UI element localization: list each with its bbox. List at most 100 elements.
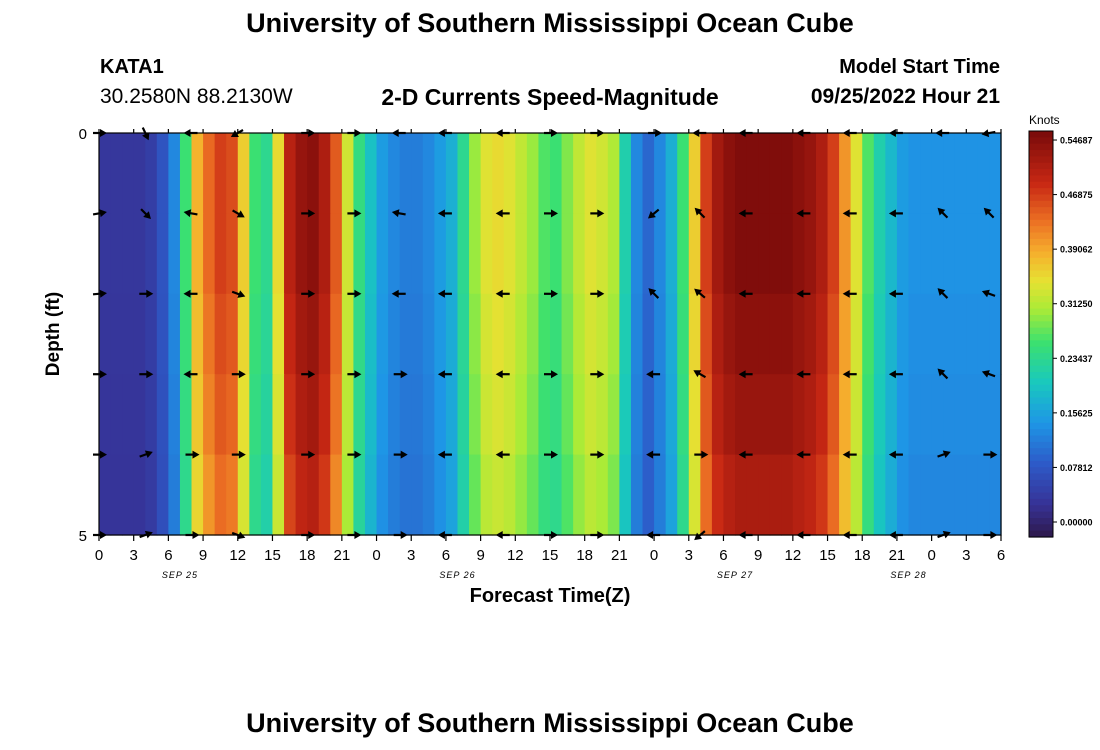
heatmap-cell xyxy=(769,213,782,295)
heatmap-cell xyxy=(422,213,435,295)
heatmap-cell xyxy=(411,454,424,536)
heatmap-cell xyxy=(237,454,250,536)
heatmap-cell xyxy=(792,133,806,214)
heatmap-cell xyxy=(873,213,886,295)
heatmap-cell xyxy=(885,293,898,375)
heatmap-cell xyxy=(850,293,863,375)
heatmap-cell xyxy=(191,374,204,456)
heatmap-cell xyxy=(607,293,620,375)
current-arrow xyxy=(937,207,949,219)
heatmap-cell xyxy=(735,293,748,375)
current-arrow xyxy=(93,370,107,379)
current-arrow xyxy=(648,288,660,299)
heatmap-cell xyxy=(469,454,482,536)
current-arrow xyxy=(981,289,996,298)
current-arrow xyxy=(981,370,996,378)
heatmap-cell xyxy=(445,374,459,456)
heatmap-cell xyxy=(145,374,158,456)
current-arrow xyxy=(141,127,150,141)
heatmap-cell xyxy=(966,374,979,456)
heatmap-cell xyxy=(260,293,274,375)
heatmap-cell xyxy=(931,133,944,214)
heatmap-cell xyxy=(538,213,551,295)
current-arrow xyxy=(391,209,406,218)
x-tick-label: 6 xyxy=(164,547,172,564)
heatmap-cell xyxy=(145,454,158,536)
x-tick-label: 0 xyxy=(927,547,935,564)
heatmap-cell xyxy=(908,133,921,214)
heatmap-cell xyxy=(943,293,956,375)
current-arrow xyxy=(796,289,811,298)
current-arrow xyxy=(796,450,811,459)
heatmap-cell xyxy=(122,293,135,375)
current-arrow xyxy=(646,370,661,379)
heatmap-cell xyxy=(896,133,910,214)
heatmap-cell xyxy=(931,454,944,536)
heatmap-cell xyxy=(191,213,204,295)
heatmap-cell xyxy=(619,133,632,214)
heatmap-cell xyxy=(989,133,1002,214)
current-arrow xyxy=(694,450,709,459)
heatmap-cell xyxy=(307,293,320,375)
heatmap-cell xyxy=(596,454,609,536)
heatmap-cell xyxy=(839,133,852,214)
heatmap-cell xyxy=(573,454,586,536)
heatmap-cell xyxy=(503,374,516,456)
x-tick-label: 6 xyxy=(442,547,450,564)
heatmap-cell xyxy=(908,454,921,536)
current-arrow xyxy=(301,289,316,298)
x-tick-label: 0 xyxy=(650,547,658,564)
heatmap-cell xyxy=(364,454,378,536)
heatmap-cell xyxy=(272,293,285,375)
colorbar-units: Knots xyxy=(1029,113,1060,127)
heatmap-cell xyxy=(596,293,609,375)
current-arrow xyxy=(393,370,408,379)
heatmap-cell xyxy=(353,454,366,536)
heatmap-cell xyxy=(492,213,505,295)
heatmap-cell xyxy=(330,293,343,375)
heatmap-cell xyxy=(214,374,227,456)
y-axis: 05 xyxy=(79,126,99,545)
heatmap-cell xyxy=(214,133,227,214)
heatmap-cell xyxy=(353,213,366,295)
heatmap-cell xyxy=(723,454,736,536)
heatmap-cell xyxy=(399,374,412,456)
heatmap-cell xyxy=(711,213,725,295)
current-arrow xyxy=(231,450,246,459)
heatmap-cell xyxy=(642,374,655,456)
heatmap-cell xyxy=(885,374,898,456)
heatmap-cell xyxy=(179,293,193,375)
heatmap-cell xyxy=(584,133,597,214)
heatmap-cell xyxy=(318,374,331,456)
heatmap-cell xyxy=(226,374,239,456)
heatmap-cell xyxy=(538,374,551,456)
heatmap-cell xyxy=(561,293,574,375)
heatmap-cell xyxy=(700,374,713,456)
heatmap-cell xyxy=(99,454,112,536)
heatmap-cell xyxy=(411,374,424,456)
heatmap-cell xyxy=(469,293,482,375)
current-arrow xyxy=(888,209,903,218)
heatmap-cell xyxy=(445,454,459,536)
heatmap-cell xyxy=(769,454,782,536)
heatmap-cell xyxy=(781,454,794,536)
heatmap-cell xyxy=(781,213,794,295)
heatmap-cell xyxy=(573,133,586,214)
heatmap-cell xyxy=(526,213,540,295)
heatmap-cell xyxy=(445,293,459,375)
heatmap-cell xyxy=(758,454,771,536)
heatmap-cell xyxy=(249,293,262,375)
heatmap-cell xyxy=(214,213,227,295)
heatmap-cell xyxy=(388,454,401,536)
heatmap-cell xyxy=(723,374,736,456)
heatmap-cell xyxy=(758,213,771,295)
heatmap-cell xyxy=(584,293,597,375)
current-arrow xyxy=(495,209,510,218)
heatmap-cell xyxy=(815,213,829,295)
colorbar-tick-label: 0.15625 xyxy=(1060,408,1093,418)
heatmap-cell xyxy=(434,454,447,536)
heatmap-cell xyxy=(815,374,829,456)
x-tick-label: 9 xyxy=(476,547,484,564)
heatmap-cell xyxy=(920,454,933,536)
